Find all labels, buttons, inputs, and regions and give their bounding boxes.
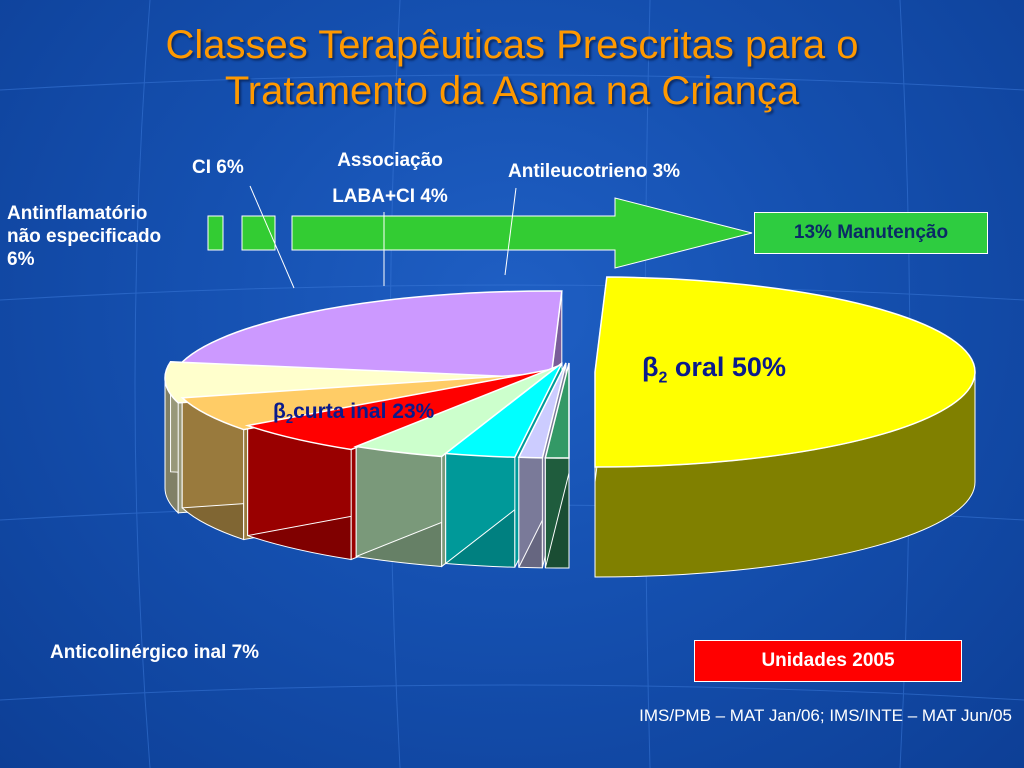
pie-slice-4 bbox=[244, 368, 554, 451]
pie-slice-8 bbox=[544, 362, 570, 459]
b2-oral-beta: β bbox=[642, 352, 659, 382]
pie-slice-7 bbox=[517, 362, 567, 459]
pie-slices bbox=[164, 276, 976, 578]
label-antiinflam-line1: Antinflamatório bbox=[7, 203, 148, 224]
leader-line-ci bbox=[249, 185, 295, 289]
maintenance-arrow bbox=[207, 197, 753, 269]
label-antiinflam: Antinflamatório não especificado 6% bbox=[7, 202, 161, 271]
arrow-segment-medium bbox=[241, 215, 276, 251]
leader-lines bbox=[249, 185, 517, 289]
pie-slice-5 bbox=[353, 365, 559, 458]
title-line-1: Classes Terapêuticas Prescritas para o bbox=[165, 23, 859, 67]
label-assoc: Associação LABA+CI 4% bbox=[300, 143, 480, 215]
pie-slice-0 bbox=[594, 276, 976, 468]
title-line-2: Tratamento da Asma na Criança bbox=[224, 69, 800, 113]
leader-line-antileuco bbox=[504, 187, 517, 276]
label-assoc-line1: Associação bbox=[337, 150, 443, 171]
slice-label-b2-curta: β2curta inal 23% bbox=[273, 400, 434, 426]
label-antiinflam-line2: não especificado bbox=[7, 226, 162, 247]
label-antileuco: Antileucotrieno 3% bbox=[508, 161, 681, 182]
slice-label-b2-oral: β2 oral 50% bbox=[642, 352, 786, 387]
label-anticol: Anticolinérgico inal 7% bbox=[50, 642, 260, 663]
b2-curta-text: curta inal 23% bbox=[293, 400, 435, 423]
pie-slice-6 bbox=[443, 362, 563, 459]
label-ci: CI 6% bbox=[192, 157, 244, 178]
source-note: IMS/PMB – MAT Jan/06; IMS/INTE – MAT Jun… bbox=[639, 706, 1012, 725]
maintenance-box: 13% Manutenção bbox=[754, 212, 988, 254]
units-box: Unidades 2005 bbox=[694, 640, 962, 682]
label-antiinflam-line3: 6% bbox=[7, 249, 35, 270]
page-title: Classes Terapêuticas Prescritas para o T… bbox=[0, 22, 1024, 114]
b2-curta-sub: 2 bbox=[285, 411, 294, 427]
arrow-body bbox=[291, 197, 753, 269]
pie-slice-1 bbox=[174, 290, 563, 387]
label-assoc-line2: LABA+CI 4% bbox=[332, 186, 448, 207]
b2-oral-sub: 2 bbox=[658, 369, 668, 387]
arrow-segment-small bbox=[207, 215, 224, 251]
b2-curta-beta: β bbox=[273, 400, 286, 423]
b2-oral-text: oral 50% bbox=[667, 352, 786, 382]
